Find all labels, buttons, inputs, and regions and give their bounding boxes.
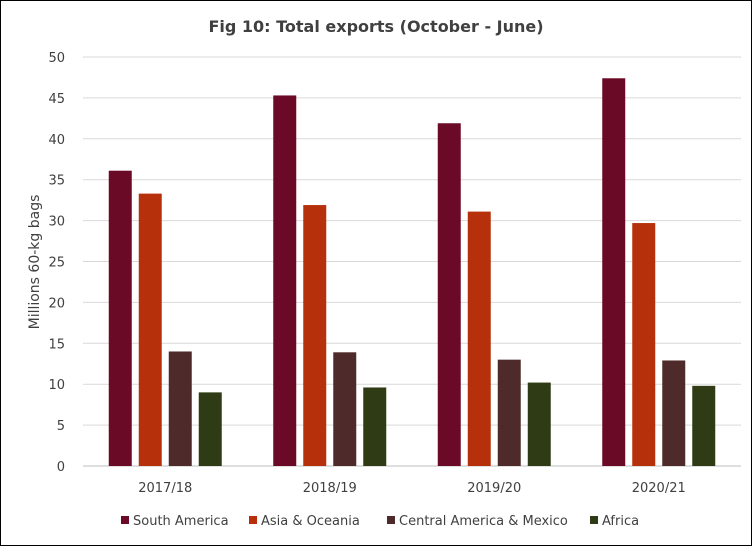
- bar: [692, 385, 716, 466]
- legend-label: Africa: [602, 514, 639, 529]
- y-tick-labels: 0 5 10 15 20 25 30 35 40 45 50: [48, 51, 65, 475]
- y-tick-label: 30: [48, 215, 65, 230]
- legend-label: Asia & Oceania: [261, 514, 360, 529]
- y-tick-label: 50: [48, 51, 65, 66]
- y-tick-label: 5: [57, 419, 65, 434]
- y-tick-label: 0: [57, 460, 65, 475]
- y-tick-label: 20: [48, 296, 65, 311]
- legend-swatch: [590, 516, 598, 524]
- bar: [602, 78, 626, 466]
- y-tick-label: 25: [48, 256, 65, 271]
- bar: [437, 123, 461, 467]
- x-tick-label: 2019/20: [467, 481, 521, 496]
- bar: [273, 95, 297, 467]
- bar: [467, 211, 491, 466]
- y-tick-label: 10: [48, 378, 65, 393]
- bar: [333, 352, 357, 466]
- bar: [168, 351, 192, 466]
- bar: [497, 359, 521, 466]
- legend-swatch: [249, 516, 257, 524]
- legend-swatch: [121, 516, 129, 524]
- bar: [138, 193, 162, 466]
- chart-title: Fig 10: Total exports (October - June): [208, 17, 543, 36]
- x-tick-label: 2020/21: [632, 481, 686, 496]
- x-tick-label: 2018/19: [303, 481, 357, 496]
- bar: [198, 392, 222, 466]
- y-tick-label: 40: [48, 133, 65, 148]
- legend: South America Asia & Oceania Central Ameri…: [121, 514, 639, 529]
- legend-label: South America: [133, 514, 229, 529]
- bar: [363, 387, 387, 466]
- x-tick-label: 2017/18: [138, 481, 192, 496]
- y-tick-label: 35: [48, 174, 65, 189]
- x-tick-labels: 2017/18 2018/19 2019/20 2020/21: [138, 481, 686, 496]
- y-tick-label: 45: [48, 92, 65, 107]
- gridlines: [83, 56, 741, 467]
- y-tick-label: 15: [48, 337, 65, 352]
- legend-label: Central America & Mexico: [399, 514, 568, 529]
- y-axis-label: Millions 60-kg bags: [27, 195, 43, 330]
- bars: [108, 78, 716, 467]
- bar: [662, 360, 686, 466]
- bar: [303, 205, 327, 467]
- bar: [108, 170, 132, 466]
- legend-swatch: [387, 516, 395, 524]
- bar: [632, 223, 656, 466]
- bar: [527, 382, 551, 466]
